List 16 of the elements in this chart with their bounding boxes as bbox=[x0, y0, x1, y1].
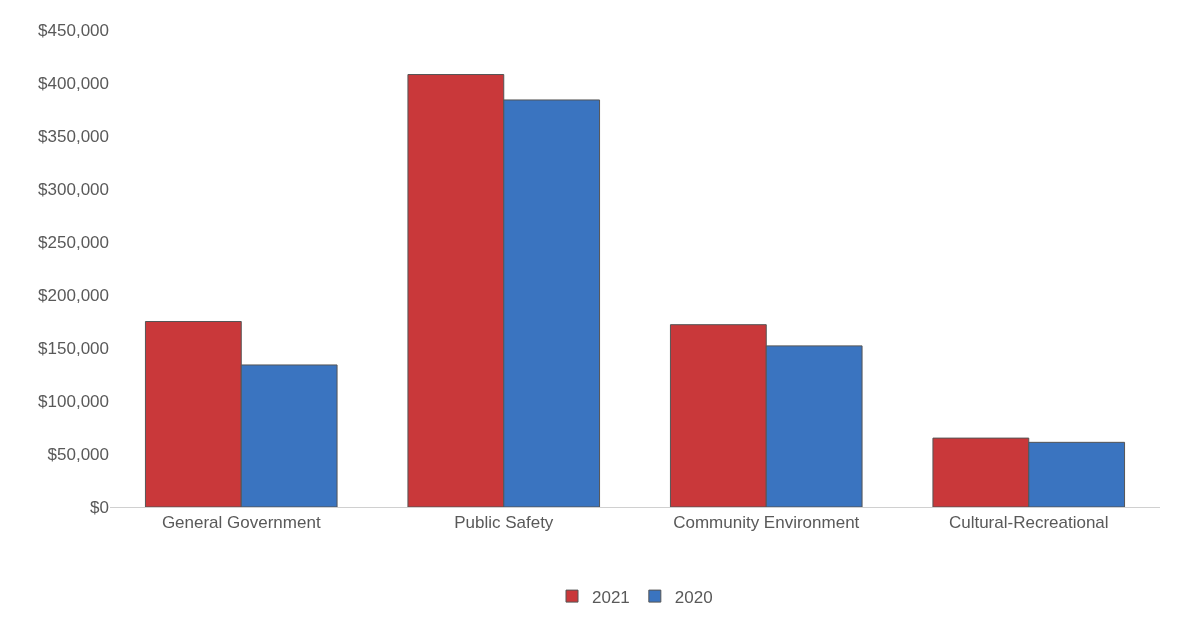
y-tick-label: $200,000 bbox=[38, 285, 109, 305]
y-tick-label: $100,000 bbox=[38, 391, 109, 411]
y-tick-label: $450,000 bbox=[38, 20, 109, 40]
legend-label: 2021 bbox=[592, 587, 630, 607]
x-tick-label: Community Environment bbox=[673, 513, 860, 533]
x-tick-label: General Government bbox=[161, 513, 321, 533]
legend-label: 2020 bbox=[674, 587, 713, 607]
x-tick-label: Cultural-Recreational bbox=[948, 513, 1109, 533]
y-tick-label: $400,000 bbox=[38, 73, 109, 93]
y-tick-label: $0 bbox=[90, 497, 109, 517]
y-tick-label: $150,000 bbox=[38, 338, 109, 358]
x-tick-label: Public Safety bbox=[454, 513, 554, 533]
y-tick-label: $50,000 bbox=[47, 444, 109, 464]
y-tick-label: $350,000 bbox=[38, 126, 109, 146]
y-tick-label: $300,000 bbox=[38, 179, 109, 199]
y-tick-label: $250,000 bbox=[38, 232, 109, 252]
